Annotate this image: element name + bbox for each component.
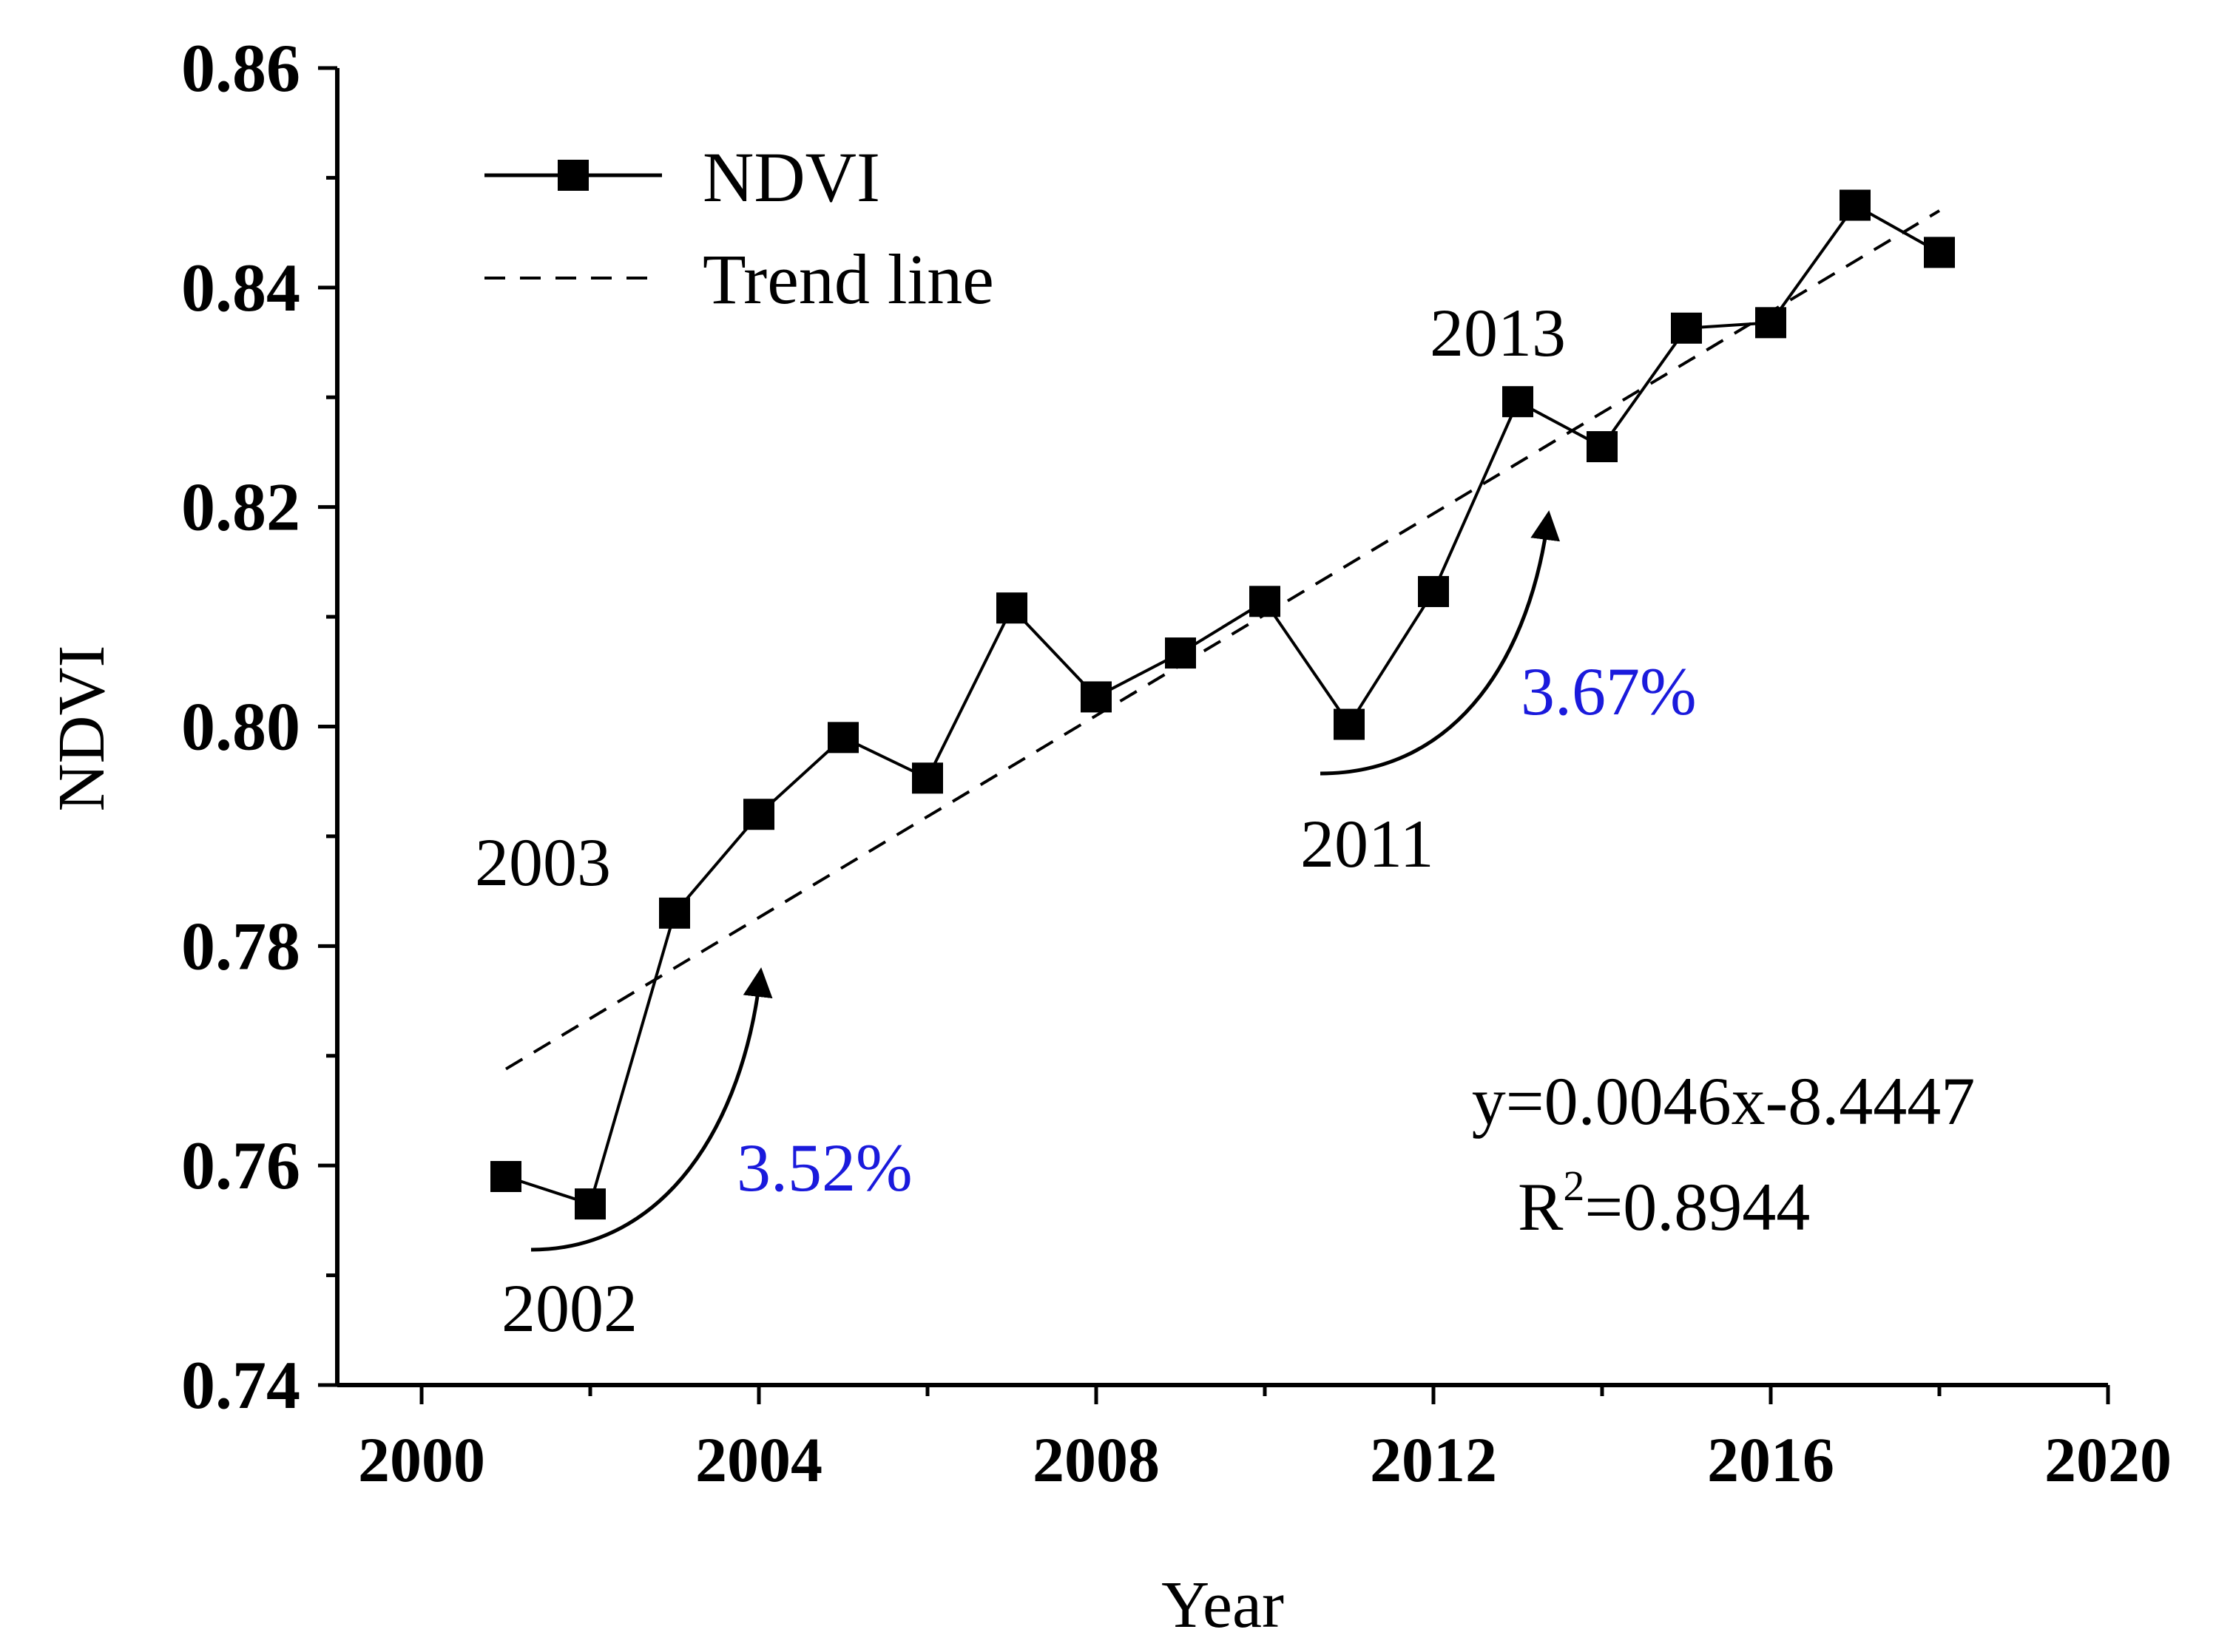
ndvi-point-2015 xyxy=(1671,312,1702,344)
ndvi-point-2014 xyxy=(1587,431,1618,463)
ndvi-point-2016 xyxy=(1755,307,1786,339)
r-squared: R2=0.8944 xyxy=(1518,1162,1810,1245)
legend: NDVI Trend line xyxy=(484,138,994,319)
ndvi-point-2001 xyxy=(490,1161,521,1193)
percent-label-2002-2003: 3.52% xyxy=(737,1130,913,1205)
series-layer xyxy=(490,189,1955,1220)
legend-ndvi-marker xyxy=(558,160,589,191)
ndvi-line xyxy=(505,203,1940,1206)
x-tick-label-2012: 2012 xyxy=(1370,1424,1497,1495)
label-2011: 2011 xyxy=(1300,806,1434,881)
ndvi-point-2006 xyxy=(912,762,943,794)
ndvi-point-2010 xyxy=(1249,586,1280,617)
trend-line xyxy=(504,209,1941,1071)
x-ticks: 2000 2004 2008 2012 2016 2020 xyxy=(358,1385,2172,1495)
ndvi-point-2013 xyxy=(1502,386,1533,418)
r-squared-superscript: 2 xyxy=(1563,1162,1584,1210)
ndvi-point-2018 xyxy=(1924,237,1955,268)
ndvi-point-2012 xyxy=(1418,575,1449,607)
x-tick-label-2004: 2004 xyxy=(695,1424,822,1495)
ndvi-point-2007 xyxy=(996,592,1027,624)
ndvi-point-2002 xyxy=(575,1188,606,1220)
y-tick-label-0.74: 0.74 xyxy=(181,1347,300,1423)
ndvi-point-2011 xyxy=(1334,708,1365,740)
r-squared-prefix: R xyxy=(1518,1169,1564,1245)
arrow-2002-2003 xyxy=(530,967,773,1252)
y-tick-label-0.80: 0.80 xyxy=(181,689,300,765)
ndvi-point-2017 xyxy=(1840,189,1871,221)
ndvi-point-2005 xyxy=(828,722,859,754)
r-squared-value: =0.8944 xyxy=(1584,1169,1810,1245)
label-2002: 2002 xyxy=(501,1270,638,1346)
regression-equation: y=0.0046x-8.4447 xyxy=(1472,1063,1976,1139)
x-axis-title: Year xyxy=(1161,1568,1284,1642)
ndvi-point-2009 xyxy=(1165,637,1196,669)
axes xyxy=(335,68,2108,1387)
y-ticks: 0.74 0.76 0.78 0.80 0.82 0.84 0.86 xyxy=(181,30,337,1423)
label-2003: 2003 xyxy=(475,825,611,900)
y-tick-label-0.76: 0.76 xyxy=(181,1128,300,1203)
x-tick-label-2000: 2000 xyxy=(358,1424,485,1495)
trend-layer xyxy=(504,209,1941,1071)
y-tick-label-0.84: 0.84 xyxy=(181,250,300,325)
legend-ndvi-label: NDVI xyxy=(703,138,880,217)
ndvi-point-2004 xyxy=(743,799,774,830)
y-tick-label-0.86: 0.86 xyxy=(181,30,300,106)
x-tick-label-2008: 2008 xyxy=(1033,1424,1160,1495)
ndvi-point-2008 xyxy=(1081,681,1112,713)
label-2013: 2013 xyxy=(1430,295,1566,370)
y-axis-title: NDVI xyxy=(45,646,118,812)
percent-label-2011-2013: 3.67% xyxy=(1521,654,1697,729)
y-tick-label-0.82: 0.82 xyxy=(181,470,300,545)
x-tick-label-2016: 2016 xyxy=(1707,1424,1834,1495)
legend-trend-label: Trend line xyxy=(703,240,994,319)
y-tick-label-0.78: 0.78 xyxy=(181,908,300,984)
ndvi-point-2003 xyxy=(659,897,690,929)
x-tick-label-2020: 2020 xyxy=(2044,1424,2172,1495)
arrow-2011-2013 xyxy=(1320,510,1561,776)
annotations: 2003 2002 2011 2013 3.52% 3.67% y=0.0046… xyxy=(475,295,1975,1346)
